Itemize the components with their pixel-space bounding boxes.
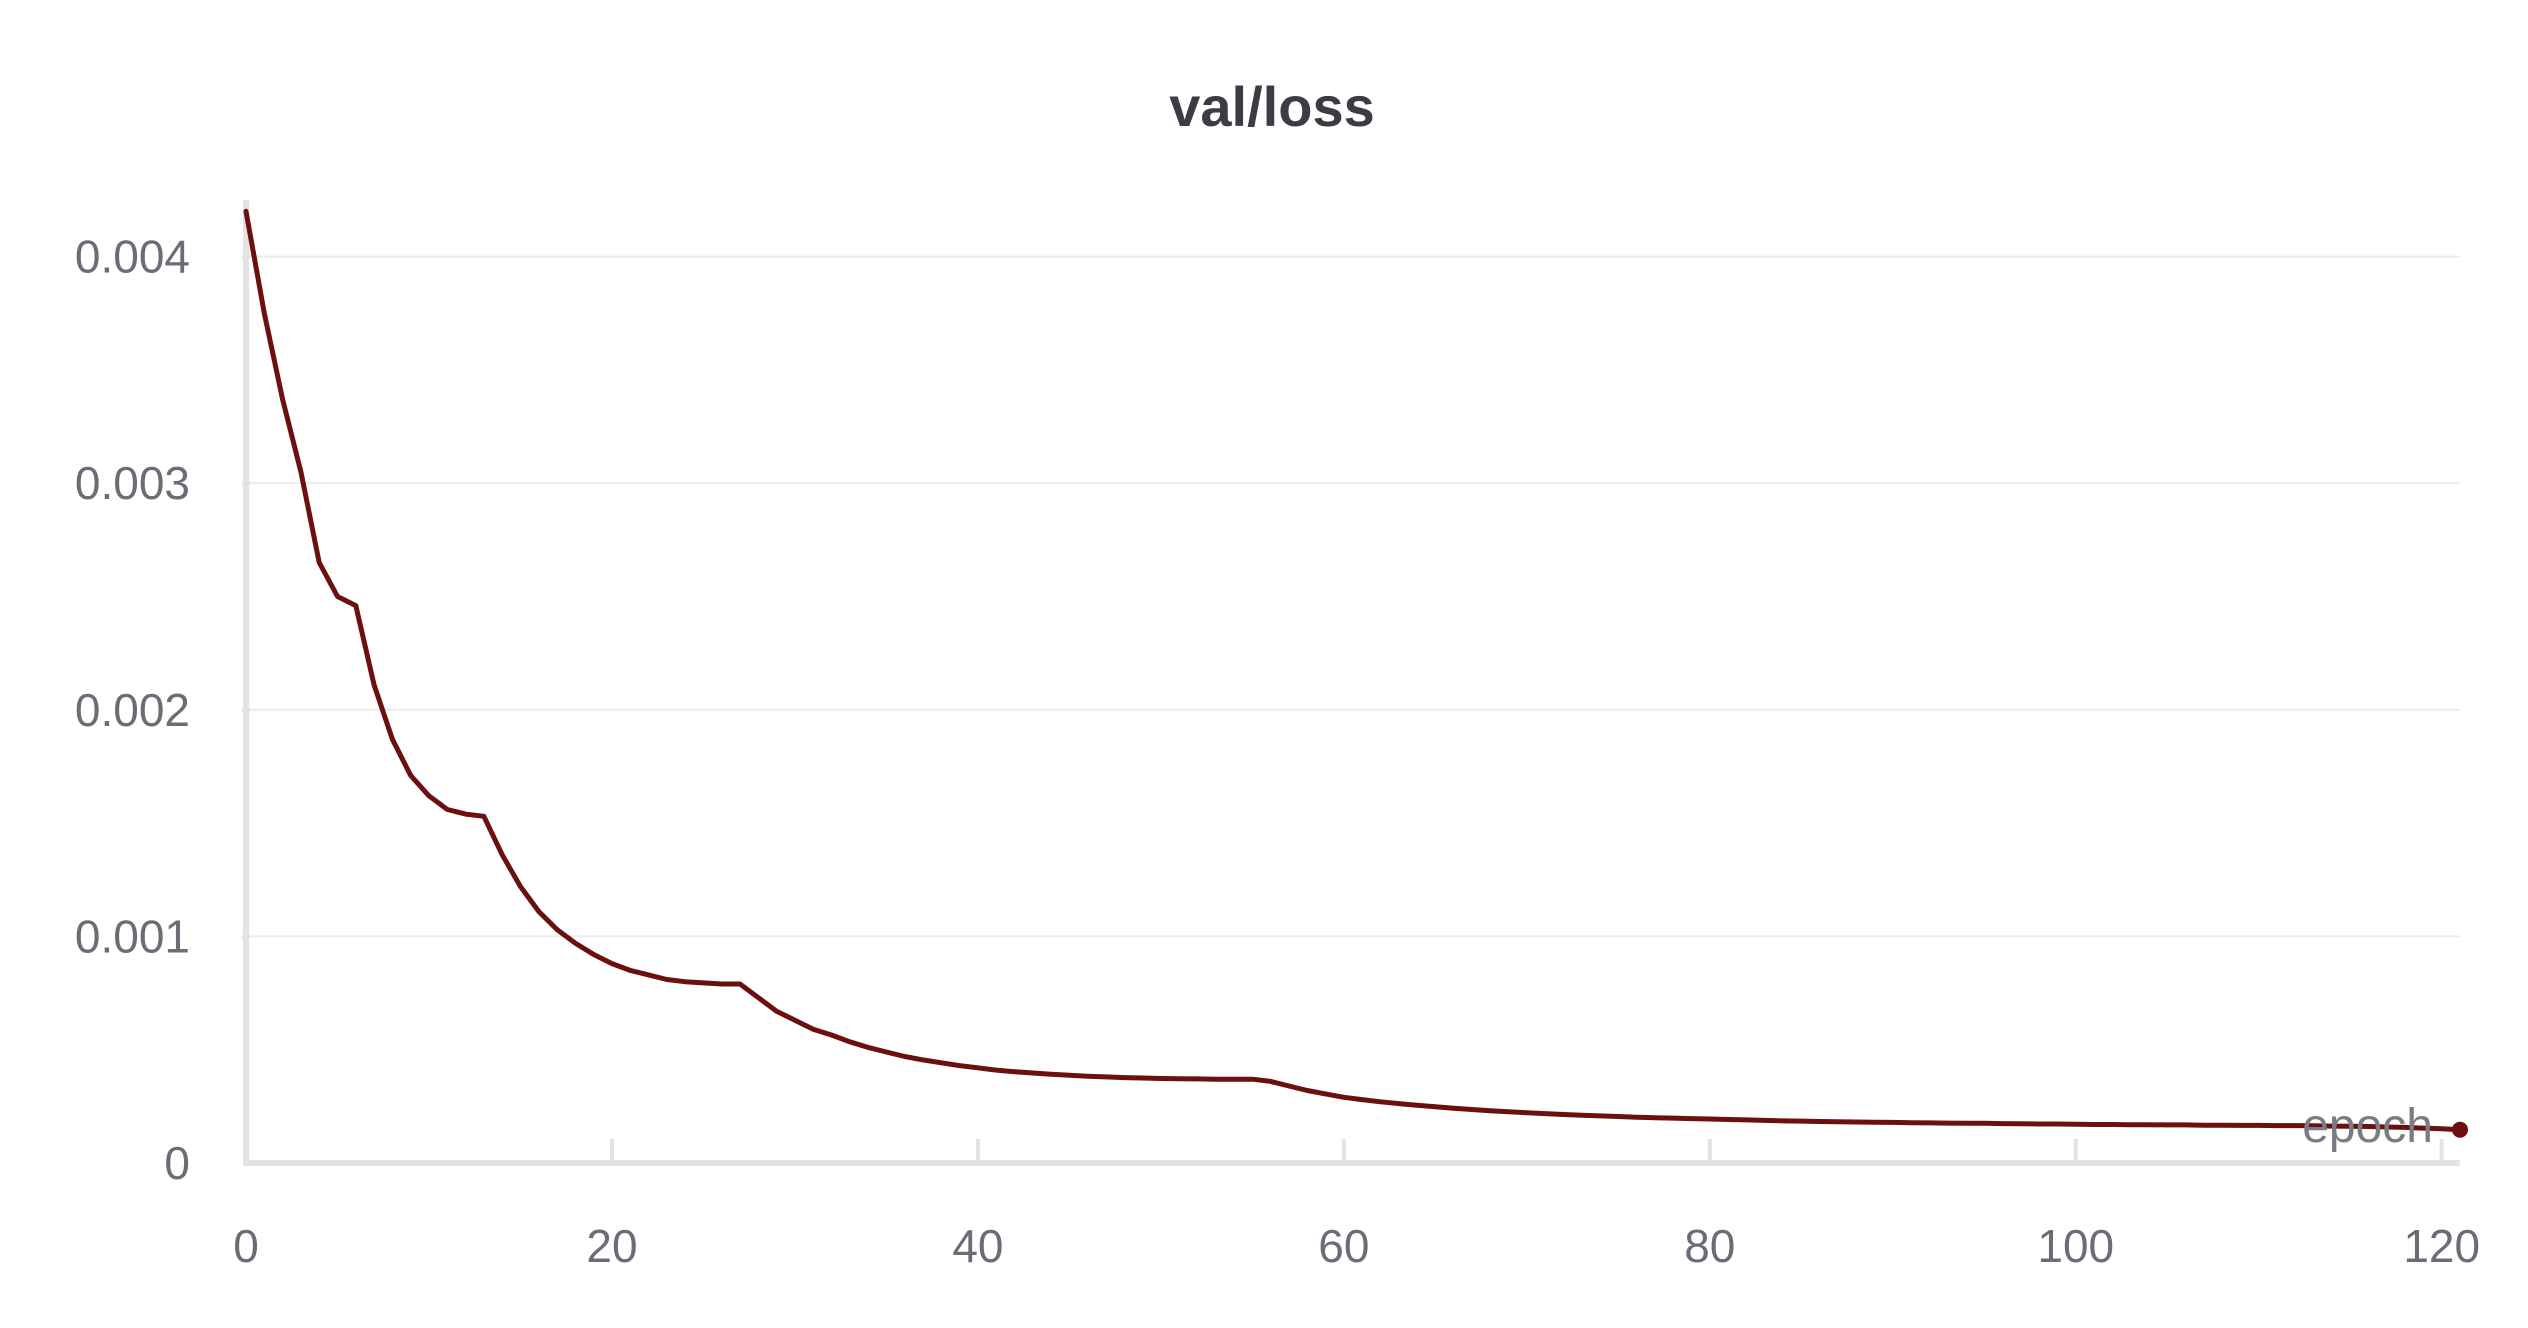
y-tick-label: 0.002 [75,684,190,736]
y-tick-label: 0.001 [75,910,190,962]
chart-title: val/loss [1169,75,1374,138]
x-tick-label: 100 [2037,1220,2114,1272]
x-tick-label: 60 [1318,1220,1369,1272]
x-axis-ticks: 0 20 40 60 80 100 120 [233,1139,2480,1272]
series-end-point [2452,1121,2468,1138]
series-layer [243,208,2468,1138]
x-tick-label: 20 [586,1220,637,1272]
series-line [243,208,2463,1133]
y-tick-label: 0.003 [75,457,190,509]
x-axis-label: epoch [2302,1100,2433,1153]
y-axis-ticks: 0 0.001 0.002 0.003 0.004 [75,231,250,1189]
x-tick-label: 120 [2403,1220,2480,1272]
y-tick-label: 0 [164,1137,190,1189]
y-tick-label: 0.004 [75,231,190,283]
x-tick-label: 80 [1684,1220,1735,1272]
x-tick-label: 40 [952,1220,1003,1272]
grid [246,255,2460,938]
axes [243,200,2460,1166]
x-tick-label: 0 [233,1220,259,1272]
